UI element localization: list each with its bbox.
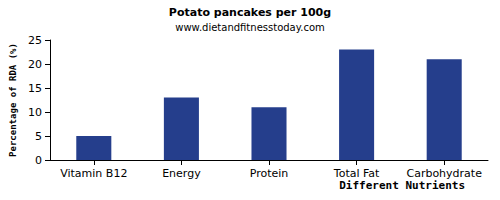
svg-text:Potato pancakes per 100g: Potato pancakes per 100g bbox=[169, 6, 331, 19]
svg-text:Percentage of RDA (%): Percentage of RDA (%) bbox=[8, 43, 18, 157]
svg-text:10: 10 bbox=[28, 106, 42, 119]
svg-text:5: 5 bbox=[35, 130, 42, 143]
svg-text:0: 0 bbox=[35, 154, 42, 167]
svg-text:Carbohydrate: Carbohydrate bbox=[406, 167, 482, 180]
svg-text:Protein: Protein bbox=[250, 167, 289, 180]
svg-text:15: 15 bbox=[28, 82, 42, 95]
svg-text:Energy: Energy bbox=[162, 167, 201, 180]
svg-text:Different Nutrients: Different Nutrients bbox=[339, 179, 465, 192]
svg-text:Total Fat: Total Fat bbox=[333, 167, 380, 180]
svg-text:Vitamin B12: Vitamin B12 bbox=[60, 167, 127, 180]
svg-text:25: 25 bbox=[28, 34, 42, 47]
svg-text:20: 20 bbox=[28, 58, 42, 71]
svg-text:www.dietandfitnesstoday.com: www.dietandfitnesstoday.com bbox=[175, 22, 324, 33]
